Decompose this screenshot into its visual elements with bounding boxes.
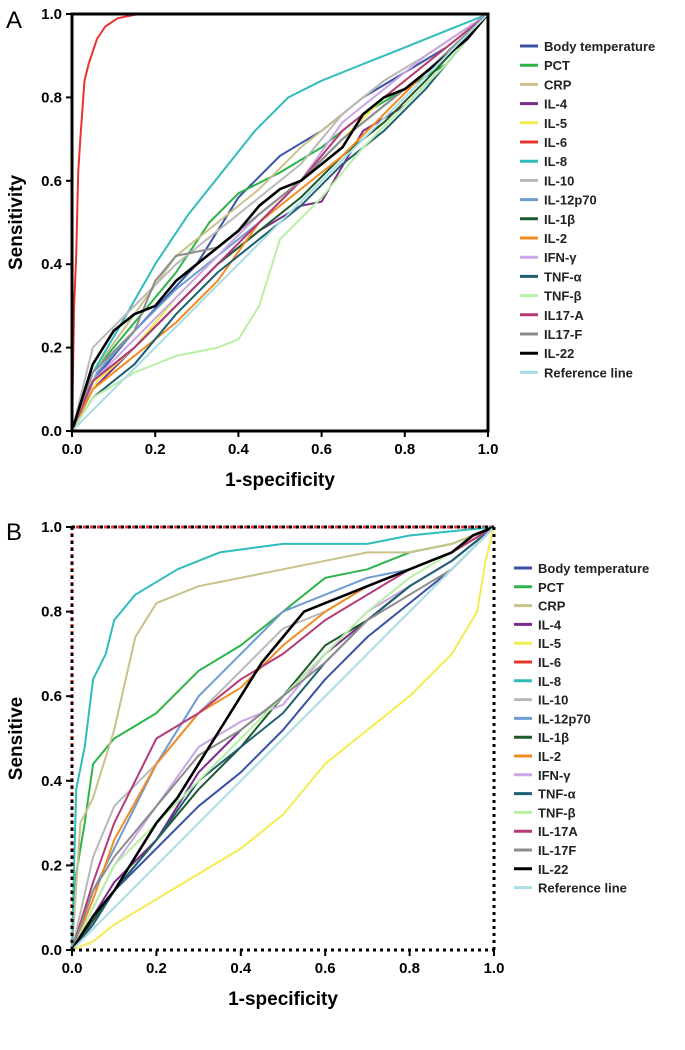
legend-label: IL-6 bbox=[538, 655, 561, 670]
x-tick-label: 0.0 bbox=[62, 441, 83, 458]
legend-label: Body temperature bbox=[538, 561, 649, 576]
legend-label: IL-5 bbox=[544, 116, 567, 131]
legend-label: IL-12p70 bbox=[544, 193, 597, 208]
legend-label: IL-2 bbox=[538, 749, 561, 764]
y-tick-label: 0.8 bbox=[41, 89, 62, 106]
legend-label: IL-6 bbox=[544, 135, 567, 150]
x-tick-label: 0.4 bbox=[228, 441, 250, 458]
legend-label: TNF-α bbox=[538, 787, 576, 802]
series-line-il-10 bbox=[71, 13, 489, 432]
x-tick-label: 1.0 bbox=[478, 441, 499, 458]
legend-label: IL-4 bbox=[538, 617, 562, 632]
legend-label: IFN-γ bbox=[544, 250, 577, 265]
panel-label: B bbox=[6, 519, 22, 546]
legend-label: TNF-β bbox=[538, 805, 576, 820]
x-tick-label: 0.4 bbox=[230, 960, 252, 977]
panel-label: A bbox=[6, 7, 22, 34]
legend-label: IL-4 bbox=[544, 97, 568, 112]
legend-label: IL-17F bbox=[538, 843, 576, 858]
legend-label: IL-1β bbox=[538, 730, 569, 745]
series-line-il-22 bbox=[70, 525, 495, 951]
legend-label: CRP bbox=[544, 77, 572, 92]
legend-label: IL-2 bbox=[544, 231, 567, 246]
legend-label: TNF-α bbox=[544, 269, 582, 284]
legend-label: IL-1β bbox=[544, 212, 575, 227]
x-axis-label: 1-specificity bbox=[225, 470, 335, 491]
legend-label: PCT bbox=[544, 58, 570, 73]
y-axis-label: Sensitive bbox=[6, 697, 27, 780]
y-tick-label: 0.6 bbox=[41, 173, 62, 190]
legend-label: Reference line bbox=[538, 881, 627, 896]
x-tick-label: 0.6 bbox=[311, 441, 332, 458]
y-tick-label: 1.0 bbox=[41, 519, 62, 536]
series-line-il-22 bbox=[70, 13, 489, 432]
legend-label: PCT bbox=[538, 580, 564, 595]
series-line-reference-line bbox=[71, 526, 495, 951]
legend-label: Body temperature bbox=[544, 39, 655, 54]
series-line-il-8 bbox=[71, 526, 495, 951]
legend-label: IL-10 bbox=[544, 173, 574, 188]
y-tick-label: 0.4 bbox=[41, 256, 63, 273]
x-tick-label: 0.8 bbox=[399, 960, 420, 977]
y-tick-label: 0.6 bbox=[41, 688, 62, 705]
legend-label: IL17-A bbox=[544, 308, 584, 323]
legend-label: IL-5 bbox=[538, 636, 561, 651]
legend-label: CRP bbox=[538, 599, 566, 614]
roc-chart-a: A 0.0 0.2 0.4 0.6 0.8 1.0 0.0 0.2 0.4 0.6 0.8 1.0 1-s… bbox=[6, 6, 655, 491]
x-tick-label: 0.0 bbox=[62, 960, 83, 977]
legend-label: IL-12p70 bbox=[538, 711, 591, 726]
x-tick-label: 0.2 bbox=[145, 441, 166, 458]
legend-label: IL-22 bbox=[538, 862, 568, 877]
y-axis-label: Sensitivity bbox=[6, 175, 27, 270]
series-line-il-17f bbox=[71, 526, 495, 951]
x-axis-label: 1-specificity bbox=[228, 989, 338, 1010]
legend-label: IL-10 bbox=[538, 693, 568, 708]
y-tick-label: 0.0 bbox=[41, 423, 62, 440]
x-tick-label: 0.2 bbox=[146, 960, 167, 977]
x-tick-label: 1.0 bbox=[484, 960, 505, 977]
y-tick-label: 0.4 bbox=[41, 773, 63, 790]
roc-chart-b: B 0.0 0.2 0.4 0.6 0.8 1.0 0.0 0.2 0.4 0.6 0.8 1.0 1-s… bbox=[6, 519, 649, 1010]
legend-label: IFN-γ bbox=[538, 768, 571, 783]
legend-label: IL-8 bbox=[538, 674, 561, 689]
series-group bbox=[70, 525, 495, 951]
series-group bbox=[70, 13, 489, 432]
legend-label: Reference line bbox=[544, 365, 633, 380]
series-line-tnf- bbox=[71, 13, 489, 432]
legend-label: IL17-F bbox=[544, 327, 582, 342]
series-line-crp bbox=[71, 526, 495, 951]
series-line-tnf- bbox=[71, 526, 495, 951]
y-tick-label: 0.2 bbox=[41, 340, 62, 357]
x-tick-label: 0.6 bbox=[315, 960, 336, 977]
series-line-il17-a bbox=[71, 13, 489, 432]
y-tick-label: 0.0 bbox=[41, 942, 62, 959]
plot-frame bbox=[70, 12, 490, 433]
series-line-reference-line bbox=[71, 13, 489, 432]
series-line-tnf- bbox=[71, 13, 489, 432]
series-line-il-5 bbox=[71, 526, 495, 951]
y-tick-label: 1.0 bbox=[41, 6, 62, 23]
legend-label: IL-22 bbox=[544, 346, 574, 361]
legend-label: IL-8 bbox=[544, 154, 567, 169]
legend: Body temperature PCT CRP IL-4 IL-5 IL-6 IL-8 IL… bbox=[520, 39, 655, 380]
x-tick-label: 0.8 bbox=[394, 441, 415, 458]
legend-label: IL-17A bbox=[538, 824, 578, 839]
series-line-body-temperature bbox=[71, 526, 495, 951]
y-tick-label: 0.8 bbox=[41, 604, 62, 621]
legend-label: TNF-β bbox=[544, 289, 582, 304]
y-tick-label: 0.2 bbox=[41, 857, 62, 874]
legend: Body temperature PCT CRP IL-4 IL-5 IL-6 IL-8 IL… bbox=[514, 561, 649, 896]
